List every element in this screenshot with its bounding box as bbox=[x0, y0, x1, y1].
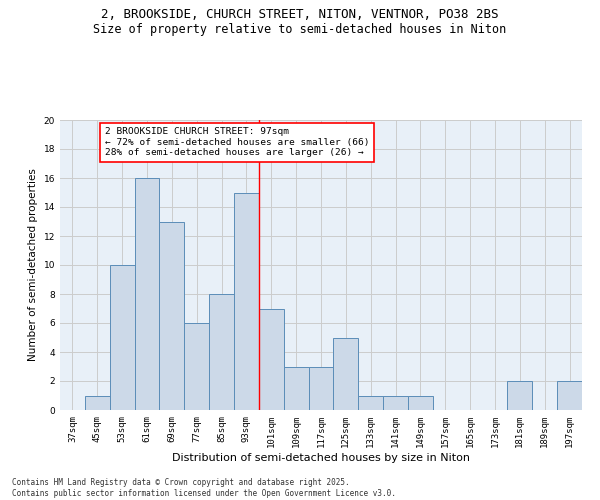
Y-axis label: Number of semi-detached properties: Number of semi-detached properties bbox=[28, 168, 38, 362]
Bar bbox=[209, 294, 234, 410]
Bar bbox=[383, 396, 408, 410]
Bar bbox=[557, 381, 582, 410]
Text: Size of property relative to semi-detached houses in Niton: Size of property relative to semi-detach… bbox=[94, 22, 506, 36]
Bar bbox=[234, 192, 259, 410]
Bar bbox=[184, 323, 209, 410]
Bar bbox=[308, 366, 334, 410]
Bar bbox=[408, 396, 433, 410]
Bar bbox=[160, 222, 184, 410]
Bar bbox=[284, 366, 308, 410]
Text: Contains HM Land Registry data © Crown copyright and database right 2025.
Contai: Contains HM Land Registry data © Crown c… bbox=[12, 478, 396, 498]
Bar bbox=[508, 381, 532, 410]
Bar bbox=[334, 338, 358, 410]
Text: 2 BROOKSIDE CHURCH STREET: 97sqm
← 72% of semi-detached houses are smaller (66)
: 2 BROOKSIDE CHURCH STREET: 97sqm ← 72% o… bbox=[105, 127, 369, 157]
X-axis label: Distribution of semi-detached houses by size in Niton: Distribution of semi-detached houses by … bbox=[172, 452, 470, 462]
Bar bbox=[259, 308, 284, 410]
Bar bbox=[134, 178, 160, 410]
Bar bbox=[85, 396, 110, 410]
Text: 2, BROOKSIDE, CHURCH STREET, NITON, VENTNOR, PO38 2BS: 2, BROOKSIDE, CHURCH STREET, NITON, VENT… bbox=[101, 8, 499, 20]
Bar bbox=[110, 265, 134, 410]
Bar bbox=[358, 396, 383, 410]
